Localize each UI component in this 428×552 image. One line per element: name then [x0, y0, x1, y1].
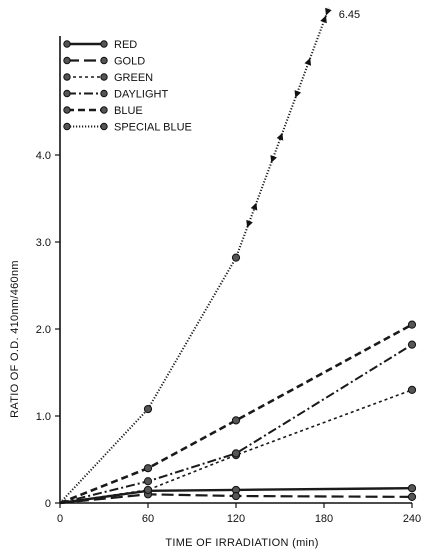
legend-marker [63, 73, 71, 81]
legend-item: SPECIAL BLUE [63, 122, 192, 134]
legend-label: GOLD [114, 56, 145, 68]
legend-label: DAYLIGHT [114, 89, 168, 101]
y-tick-label: 2.0 [36, 324, 51, 336]
y-tick-label: 3.0 [36, 237, 51, 249]
series-daylight [59, 340, 417, 504]
legend-item: RED [63, 39, 137, 51]
x-tick-label: 240 [403, 513, 421, 525]
legend-marker [63, 89, 71, 98]
data-point [231, 449, 241, 458]
data-point [407, 340, 417, 349]
x-tick-label: 60 [142, 513, 154, 525]
arrow-head-up [250, 202, 258, 211]
annotation-label: 6.45 [339, 9, 360, 21]
data-point [407, 484, 417, 493]
legend-label: BLUE [114, 105, 143, 117]
data-point [231, 416, 241, 425]
data-point [143, 464, 153, 473]
arrow-head-up [304, 57, 312, 66]
legend: RED GOLD GREEN DAYLIGHT BLUE SPECIAL BLUE [63, 39, 192, 134]
x-tick-label: 120 [227, 513, 245, 525]
arrow-head-down [246, 219, 253, 228]
data-point [231, 491, 241, 501]
data-point [407, 492, 417, 502]
legend-marker [63, 122, 71, 131]
arrow-head-down [325, 7, 332, 16]
legend-item: GOLD [63, 56, 145, 68]
series-blue [59, 320, 417, 505]
data-point [143, 485, 153, 495]
series-gold [59, 490, 417, 505]
series-line [59, 7, 330, 504]
legend-marker [100, 106, 108, 114]
data-point [143, 477, 153, 486]
legend-marker [63, 56, 71, 65]
x-tick-label: 180 [315, 513, 333, 525]
legend-marker [63, 40, 71, 48]
legend-marker [100, 122, 108, 131]
y-tick-label: 0 [45, 498, 51, 510]
plot-area [59, 7, 417, 505]
legend-label: SPECIAL BLUE [114, 122, 192, 134]
legend-item: GREEN [63, 72, 153, 84]
legend-marker [100, 89, 108, 98]
data-point [143, 404, 153, 414]
y-tick-label: 4.0 [36, 150, 51, 162]
y-tick-label: 1.0 [36, 411, 51, 423]
arrow-head-down [294, 90, 302, 98]
arrow-head-up [276, 132, 284, 141]
data-point [407, 320, 417, 329]
legend-item: DAYLIGHT [63, 89, 168, 101]
arrow-head-up [320, 15, 327, 24]
arrow-head-down [270, 155, 277, 163]
legend-marker [63, 106, 71, 114]
legend-marker [100, 73, 108, 81]
series-line [59, 493, 413, 505]
legend-marker [100, 40, 108, 48]
legend-label: RED [114, 39, 137, 51]
data-point [231, 253, 241, 262]
data-point [407, 385, 417, 394]
series-line [59, 323, 413, 505]
y-axis-label: RATIO OF O.D. 410nm/460nm [9, 260, 21, 418]
legend-label: GREEN [114, 72, 153, 84]
x-tick-label: 0 [57, 513, 63, 525]
axes: 0 60 120 180 240 0 1.0 2.0 3.0 4.0 [36, 36, 421, 525]
x-axis-label: TIME OF IRRADIATION (min) [165, 537, 318, 549]
series-line [59, 389, 413, 504]
legend-item: BLUE [63, 105, 143, 117]
series-special-blue [59, 7, 332, 504]
legend-marker [100, 56, 108, 65]
series-line [59, 343, 413, 504]
